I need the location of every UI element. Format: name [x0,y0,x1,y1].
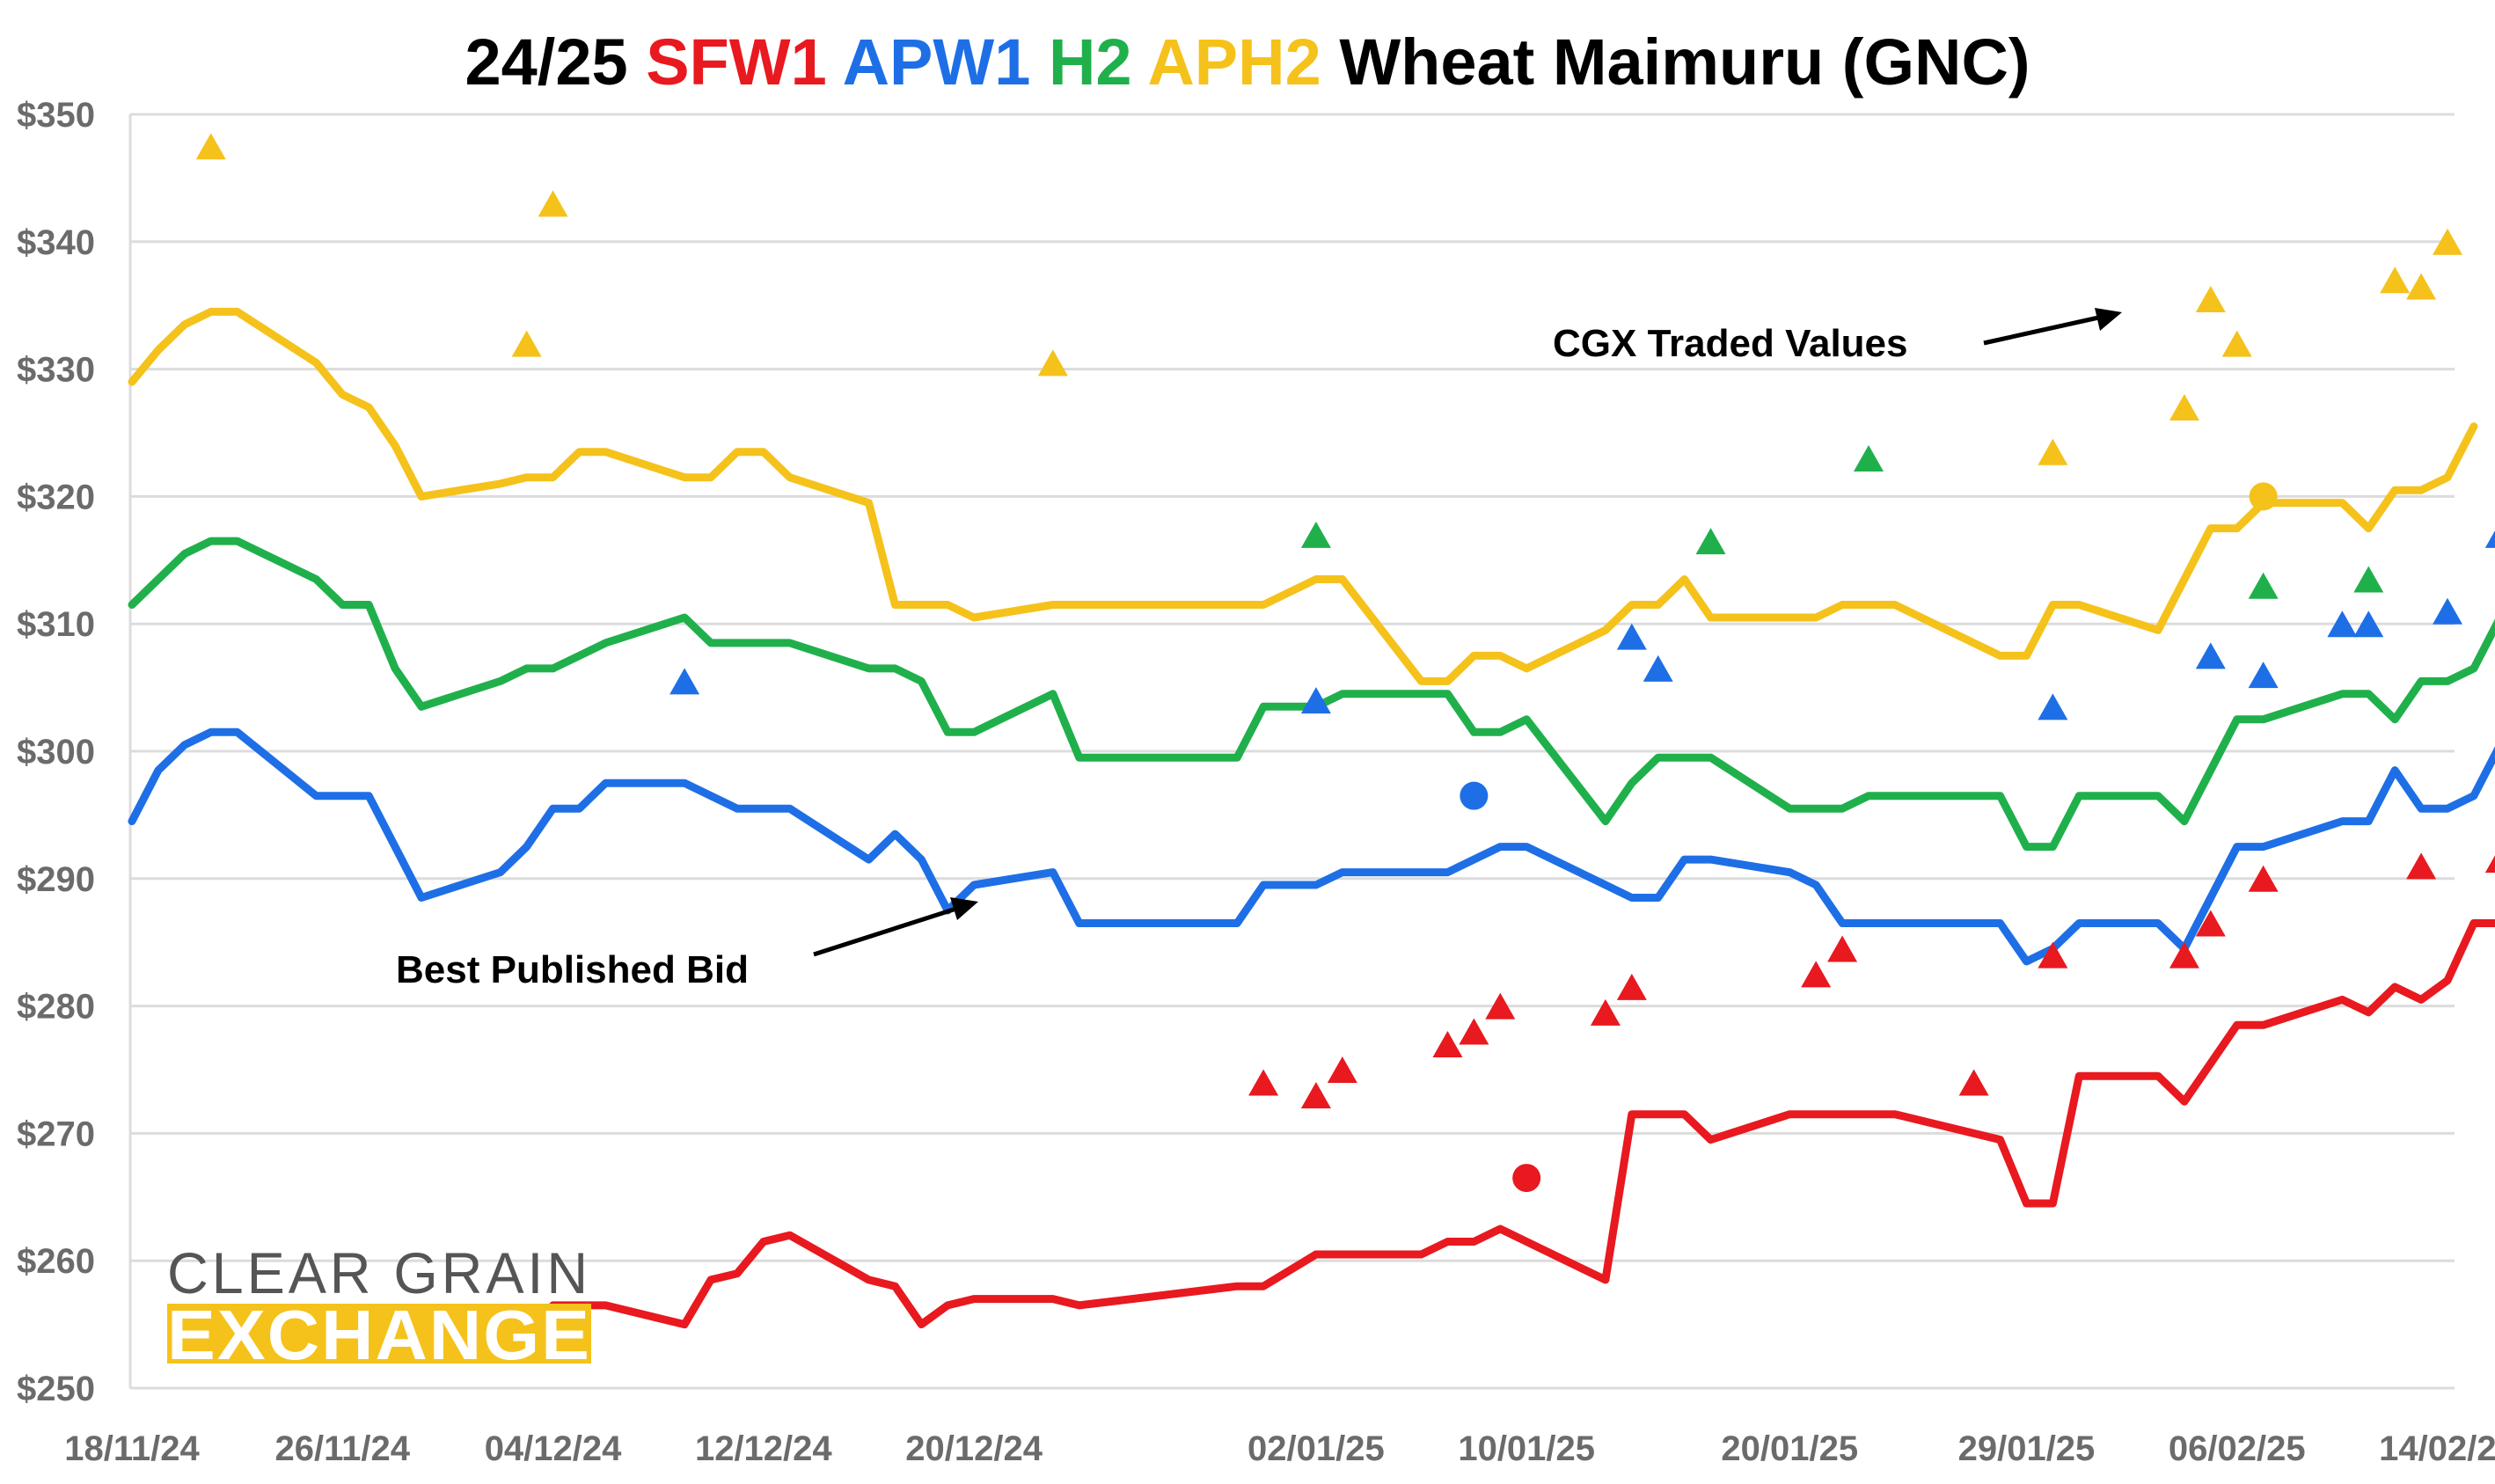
traded-circle-sfw1 [1512,1164,1540,1192]
title-part: H2 [1030,26,1131,99]
series-line-sfw1 [553,924,2495,1325]
y-tick-label: $310 [17,605,95,644]
y-tick-label: $340 [17,223,95,262]
clear-grain-exchange-logo: CLEAR GRAIN EXCHANGE [167,1240,591,1374]
annotation-bid-arrow [814,908,959,954]
x-tick-label: 02/01/25 [1248,1429,1385,1468]
title-part: APH2 [1132,26,1321,99]
traded-triangle-apw1 [1617,624,1647,650]
y-tick-label: $320 [17,478,95,516]
traded-triangle-aph2 [2038,439,2067,465]
y-tick-label: $280 [17,988,95,1027]
x-tick-label: 20/12/24 [905,1429,1043,1468]
annotation-bid-arrowhead [950,897,978,920]
annotation-best-published-bid: Best Published Bid [396,897,978,991]
y-tick-label: $260 [17,1242,95,1281]
bid-lines [132,311,2495,1324]
x-tick-label: 12/12/24 [695,1429,832,1468]
x-tick-label: 14/02/25 [2379,1429,2495,1468]
traded-triangle-aph2 [2222,331,2252,357]
title-part: 24/25 [465,26,646,99]
traded-triangle-aph2 [2406,273,2436,299]
x-tick-label: 29/01/25 [1958,1429,2096,1468]
x-tick-label: 06/02/25 [2169,1429,2306,1468]
x-tick-label: 04/12/24 [485,1429,622,1468]
y-tick-label: $330 [17,351,95,390]
y-tick-label: $290 [17,860,95,899]
traded-triangle-h2 [1301,522,1331,548]
annotation-cgx-label: CGX Traded Values [1553,322,1908,365]
title-part: Wheat Maimuru (GNC) [1321,26,2030,99]
traded-triangle-apw1 [2485,522,2495,548]
y-tick-label: $250 [17,1370,95,1408]
title-part: APW1 [827,26,1031,99]
x-tick-label: 18/11/24 [64,1429,200,1468]
title-part: SFW1 [646,26,827,99]
traded-triangle-apw1 [669,668,699,694]
annotation-bid-label: Best Published Bid [396,948,749,991]
traded-circle-apw1 [1460,782,1488,810]
traded-triangle-aph2 [2196,286,2226,312]
traded-triangle-apw1 [2196,642,2226,669]
x-axis-ticks: 18/11/24 26/11/24 04/12/24 12/12/24 20/12/24… [64,1429,2495,1468]
x-tick-label: 20/01/25 [1721,1429,1858,1468]
traded-triangle-apw1 [2249,662,2279,688]
traded-triangle-aph2 [1038,349,1068,376]
traded-triangle-h2 [2249,573,2279,599]
traded-triangle-aph2 [538,190,568,216]
traded-triangle-aph2 [2169,394,2199,420]
traded-triangle-aph2 [2380,267,2410,293]
traded-triangle-sfw1 [2169,942,2199,969]
traded-triangle-apw1 [1643,655,1673,682]
annotation-cgx-traded-values: CGX Traded Values [1553,308,2122,365]
series-line-apw1 [132,732,2495,961]
annotation-cgx-arrowhead [2095,308,2122,331]
traded-triangle-sfw1 [1328,1056,1357,1083]
y-tick-label: $300 [17,733,95,771]
traded-triangle-sfw1 [2485,846,2495,873]
traded-triangle-sfw1 [1301,1082,1331,1108]
traded-triangle-sfw1 [1827,935,1857,961]
traded-triangle-sfw1 [1801,961,1831,987]
traded-circle-aph2 [2250,482,2278,510]
chart-title: 24/25 SFW1 APW1 H2 APH2 Wheat Maimuru (G… [465,26,2030,99]
traded-triangle-h2 [1696,528,1726,554]
traded-triangle-apw1 [2433,598,2462,625]
traded-markers [196,133,2495,1192]
traded-triangle-aph2 [512,331,542,357]
traded-triangle-sfw1 [1617,974,1647,1000]
traded-triangle-apw1 [2038,693,2067,720]
traded-triangle-sfw1 [1432,1031,1462,1057]
x-tick-label: 26/11/24 [275,1429,411,1468]
annotation-cgx-arrow [1984,317,2103,343]
traded-triangle-sfw1 [1459,1019,1489,1045]
traded-triangle-sfw1 [1959,1069,1989,1095]
traded-triangle-aph2 [196,133,226,159]
traded-triangle-sfw1 [2406,852,2436,879]
traded-triangle-sfw1 [1248,1069,1278,1095]
y-tick-label: $270 [17,1115,95,1153]
traded-triangle-h2 [2353,567,2383,593]
logo-line2: EXCHANGE [167,1296,591,1374]
y-axis-ticks: $250 $260 $270 $280 $290 $300 $310 $320 $330 $340… [17,96,95,1408]
grid-lines [130,114,2455,1388]
traded-triangle-sfw1 [1591,999,1621,1026]
y-tick-label: $350 [17,96,95,135]
traded-triangle-h2 [1854,445,1884,472]
x-tick-label: 10/01/25 [1458,1429,1595,1468]
